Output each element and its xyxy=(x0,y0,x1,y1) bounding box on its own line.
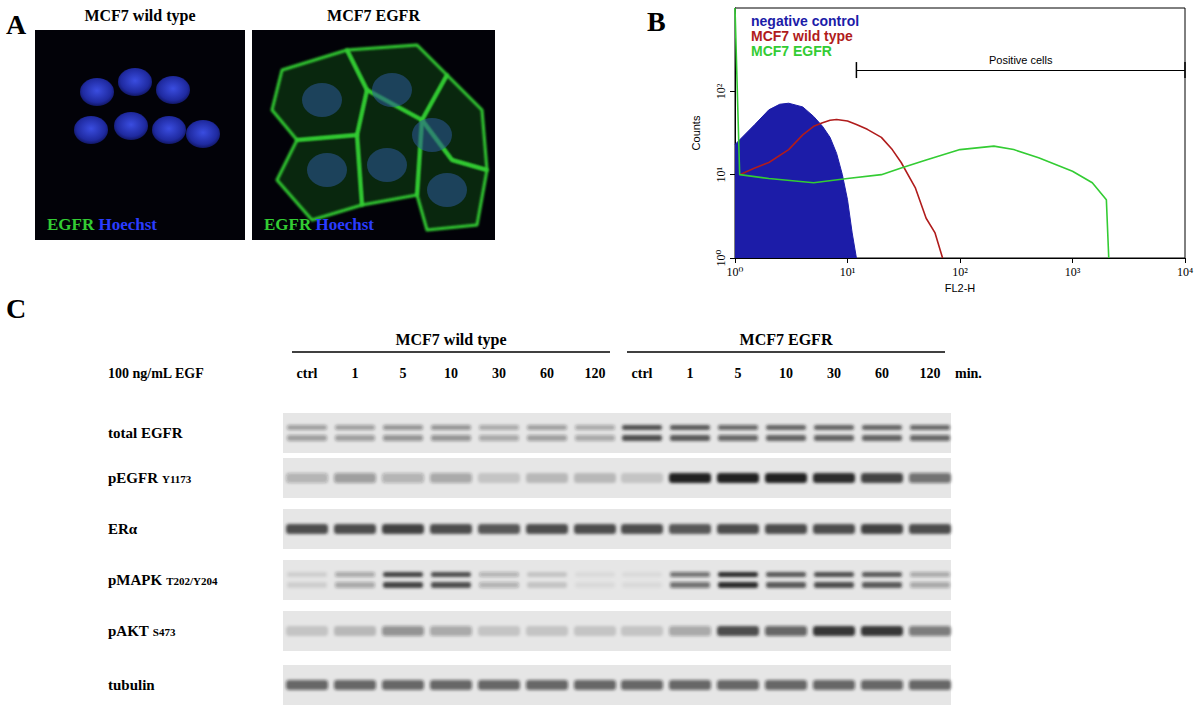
svg-text:A: A xyxy=(6,9,27,40)
svg-text:10: 10 xyxy=(779,366,793,381)
svg-text:Positive cells: Positive cells xyxy=(989,54,1053,66)
svg-text:MCF7 wild type: MCF7 wild type xyxy=(395,331,506,349)
svg-text:MCF7 wild type: MCF7 wild type xyxy=(751,28,853,44)
svg-text:10¹: 10¹ xyxy=(714,166,728,182)
svg-text:ERα: ERα xyxy=(108,521,138,537)
svg-text:min.: min. xyxy=(955,366,982,381)
svg-text:10²: 10² xyxy=(952,265,968,279)
svg-text:10¹: 10¹ xyxy=(840,265,856,279)
svg-text:10⁰: 10⁰ xyxy=(714,249,728,266)
svg-text:ctrl: ctrl xyxy=(632,366,653,381)
svg-text:EGFR Hoechst: EGFR Hoechst xyxy=(47,215,157,234)
svg-text:MCF7 wild type: MCF7 wild type xyxy=(84,7,195,25)
svg-text:60: 60 xyxy=(875,366,889,381)
svg-text:30: 30 xyxy=(827,366,841,381)
svg-text:60: 60 xyxy=(540,366,554,381)
svg-text:MCF7 EGFR: MCF7 EGFR xyxy=(327,7,420,24)
svg-text:1: 1 xyxy=(687,366,694,381)
svg-text:pMAPKT202/Y204: pMAPKT202/Y204 xyxy=(108,572,218,588)
svg-text:100 ng/mL EGF: 100 ng/mL EGF xyxy=(108,366,204,381)
svg-text:10⁴: 10⁴ xyxy=(1177,265,1193,279)
svg-text:MCF7 EGFR: MCF7 EGFR xyxy=(740,331,833,348)
svg-text:10³: 10³ xyxy=(1065,265,1081,279)
svg-text:pEGFRY1173: pEGFRY1173 xyxy=(108,470,192,486)
svg-text:120: 120 xyxy=(585,366,606,381)
svg-text:5: 5 xyxy=(400,366,407,381)
svg-text:10²: 10² xyxy=(714,83,728,99)
svg-text:MCF7 EGFR: MCF7 EGFR xyxy=(751,43,832,59)
svg-text:C: C xyxy=(6,293,26,324)
svg-text:FL2-H: FL2-H xyxy=(945,282,976,294)
svg-text:30: 30 xyxy=(492,366,506,381)
svg-text:10: 10 xyxy=(444,366,458,381)
svg-text:ctrl: ctrl xyxy=(297,366,318,381)
svg-text:pAKTS473: pAKTS473 xyxy=(108,623,176,639)
svg-text:10⁰: 10⁰ xyxy=(727,265,744,279)
svg-text:negative control: negative control xyxy=(751,13,859,29)
svg-text:total EGFR: total EGFR xyxy=(108,425,183,441)
svg-text:B: B xyxy=(647,6,666,37)
svg-text:5: 5 xyxy=(735,366,742,381)
svg-text:Counts: Counts xyxy=(690,115,702,150)
svg-text:tubulin: tubulin xyxy=(108,677,155,693)
svg-text:1: 1 xyxy=(352,366,359,381)
svg-text:120: 120 xyxy=(920,366,941,381)
svg-text:EGFR Hoechst: EGFR Hoechst xyxy=(264,215,374,234)
